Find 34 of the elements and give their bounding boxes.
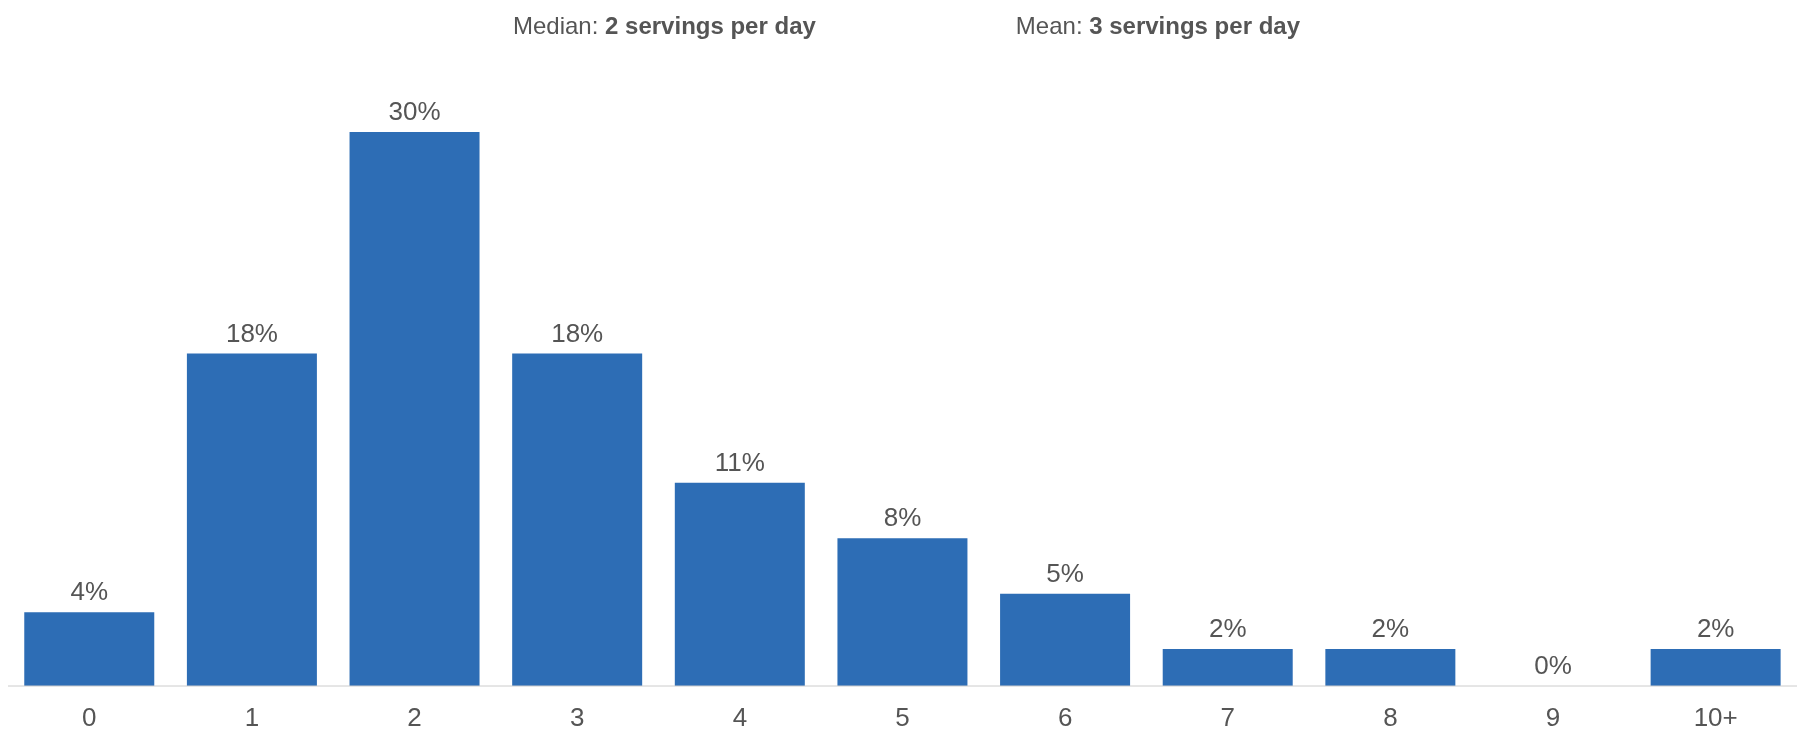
x-tick-label: 7 [1220,702,1236,733]
x-tick-label: 9 [1545,702,1561,733]
data-label: 11% [714,446,765,477]
data-label: 5% [1046,557,1084,588]
x-tick-label: 1 [244,702,260,733]
data-label: 30% [388,96,441,126]
data-label: 0% [1534,650,1572,680]
x-tick-label: 0 [82,702,97,733]
x-tick-label: 3 [569,702,585,733]
bar [186,353,317,686]
data-label: 4% [70,576,109,607]
x-tick-label: 8 [1383,702,1398,733]
bar [1650,649,1781,686]
bar [837,538,968,686]
x-tick-label: 5 [895,702,910,733]
x-tick-label: 10+ [1693,702,1738,733]
data-label: 8% [883,502,922,533]
data-label: 18% [225,317,278,348]
bar [1162,649,1293,686]
x-tick-label: 4 [732,702,748,733]
data-label: 18% [551,317,604,348]
data-label: 2% [1696,613,1735,644]
x-tick-label: 6 [1057,702,1073,733]
data-label: 2% [1208,613,1247,644]
bar [1000,593,1131,686]
bar [349,132,480,686]
bar [674,482,805,686]
bar [1325,649,1456,686]
bar [24,612,155,686]
text: Mean: 3 servings per day [1015,12,1300,41]
bar [512,353,643,686]
x-tick-label: 2 [407,702,422,733]
data-label: 2% [1371,613,1410,644]
text: Median: 2 servings per day [513,12,816,41]
